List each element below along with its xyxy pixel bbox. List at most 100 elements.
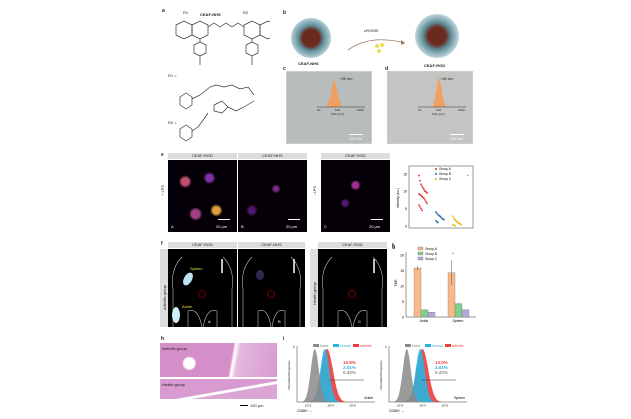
panel-e-label: e xyxy=(161,152,164,158)
confocal-image-a xyxy=(168,160,237,232)
tick-c-2: 100 xyxy=(335,108,341,112)
flow-histogram-ankle: 1 Normalized frequency 10^3 10^4 10^5 CD86+ →… xyxy=(287,344,375,413)
scatter-point xyxy=(423,197,425,200)
legend-swatch xyxy=(417,246,424,251)
e-header-2: CEAF-NHS xyxy=(238,153,307,159)
reagent-label: cRGDfK xyxy=(364,28,379,33)
x-tick-label: Ankle xyxy=(420,319,429,323)
f-header-2: CEAF-NHS xyxy=(238,242,305,248)
scatter-point xyxy=(418,204,420,207)
panel-d-label: d xyxy=(385,66,389,72)
e-scale-label-b: 20 µm xyxy=(286,224,298,229)
scatter-point xyxy=(419,205,421,208)
e-letter-c: C xyxy=(324,224,327,229)
f-letter-c: C xyxy=(358,319,361,324)
y-tick-label: 1 xyxy=(385,345,387,349)
y-axis-label: Intensity (a.u.) xyxy=(396,188,400,208)
legend-swatch xyxy=(333,344,339,347)
panel-g-label: f xyxy=(392,243,394,249)
x-tick-label: Spleen xyxy=(453,319,464,323)
y-axis-label: Normalized frequency xyxy=(287,360,291,390)
scatter-point xyxy=(420,207,422,210)
r1-eq: R1 = xyxy=(168,73,177,78)
y-tick-label: 1 xyxy=(293,345,295,349)
legend-marker xyxy=(435,178,437,180)
size-histogram-d xyxy=(418,77,466,108)
panel-b-label: b xyxy=(283,10,287,16)
panel-a-label: a xyxy=(162,8,165,14)
percentage-label: 0.43% xyxy=(343,370,356,375)
legend-swatch xyxy=(313,344,319,347)
scatter-point xyxy=(435,211,437,213)
legend-swatch xyxy=(425,344,431,347)
x-tick-label: 10^5 xyxy=(350,404,357,408)
r2-label: R2 xyxy=(243,10,249,15)
f-header-1: CEAF-RGD xyxy=(168,242,237,248)
bar xyxy=(413,267,422,318)
scale-bar-c xyxy=(349,134,363,135)
scatter-point xyxy=(426,202,428,205)
ceaf-rgd-nanoparticle xyxy=(415,14,459,58)
e-scale-label-a: 20 µm xyxy=(216,224,228,229)
tick-d-3: 1000 xyxy=(458,108,465,112)
tick-c-3: 1000 xyxy=(357,108,364,112)
flow-histogram-spleen: 1 Normalized frequency 10^3 10^4 10^5 CD86+ →… xyxy=(379,344,467,413)
scale-label-c: 100 nm xyxy=(349,136,363,141)
legend-entry: Group C xyxy=(425,257,438,261)
site-label: Ankle xyxy=(364,396,373,400)
e-scale-bar-a xyxy=(218,219,230,220)
bar xyxy=(461,309,470,318)
x-axis-label: CD86+ → xyxy=(297,409,312,413)
scatter-point xyxy=(436,212,438,215)
e-row-minus-lps: - LPS xyxy=(312,185,317,196)
scatter-point xyxy=(424,199,426,201)
histology-health-label: Health group xyxy=(162,382,185,387)
legend-entry: arthritis xyxy=(360,344,372,348)
scale-bar-d xyxy=(450,134,464,135)
legend-entry: Group C xyxy=(439,177,452,181)
f-row-bar-2 xyxy=(310,249,318,327)
f-letter-a: A xyxy=(208,319,211,324)
ceaf-nhs-label: CEAF-NHS xyxy=(298,61,319,66)
tem-image-c: ~45 nm 10 100 1000 Size (nm) 100 nm xyxy=(286,71,372,144)
x-tick-label: 10^4 xyxy=(419,404,426,408)
significance-mark: * xyxy=(452,251,454,256)
plot-frame xyxy=(408,165,474,229)
histogram-blank xyxy=(391,348,463,402)
e-header-1: CEAF-RGD xyxy=(168,153,237,159)
y-tick-label: 20 xyxy=(400,254,404,258)
e-scale-bar-c xyxy=(371,219,383,220)
xlabel-d: Size (nm) xyxy=(432,112,445,116)
f-row-bar-1 xyxy=(160,249,168,327)
percentage-label: 10.9% xyxy=(343,360,356,365)
e-row-plus-lps: + LPS xyxy=(160,184,165,196)
histogram-normal xyxy=(391,348,463,402)
significance-mark: * xyxy=(467,173,469,178)
confocal-image-c xyxy=(321,160,390,232)
e-scale-label-c: 20 µm xyxy=(369,224,381,229)
y-tick-label: 10 xyxy=(403,190,407,194)
reaction-arrow-icon xyxy=(347,39,406,53)
scatter-point xyxy=(421,185,423,187)
histogram-blank xyxy=(299,348,371,402)
mouse-image-c: C xyxy=(318,249,387,327)
x-tick-label: 10^3 xyxy=(397,404,404,408)
bar xyxy=(420,309,429,318)
e-letter-b: B xyxy=(241,224,244,229)
ankle-label: Ankle xyxy=(182,304,193,309)
legend-entry: Group B xyxy=(439,172,451,176)
f-row-health: Health group xyxy=(312,282,317,305)
ceaf-rgd-label: CEAF-RGD xyxy=(424,63,446,68)
legend-swatch xyxy=(417,256,424,261)
scatter-point xyxy=(437,221,439,224)
size-label-c: ~45 nm xyxy=(339,76,353,81)
scatter-point xyxy=(420,183,422,186)
y-tick-label: 5 xyxy=(405,207,407,211)
histology-arthritis: Arthritis group xyxy=(160,343,277,377)
legend-entry: Group A xyxy=(425,247,438,251)
legend-swatch xyxy=(445,344,451,347)
mouse-image-b: B xyxy=(238,249,305,327)
y-tick-label: 0 xyxy=(402,316,404,320)
panel-g-label: g xyxy=(392,244,395,250)
